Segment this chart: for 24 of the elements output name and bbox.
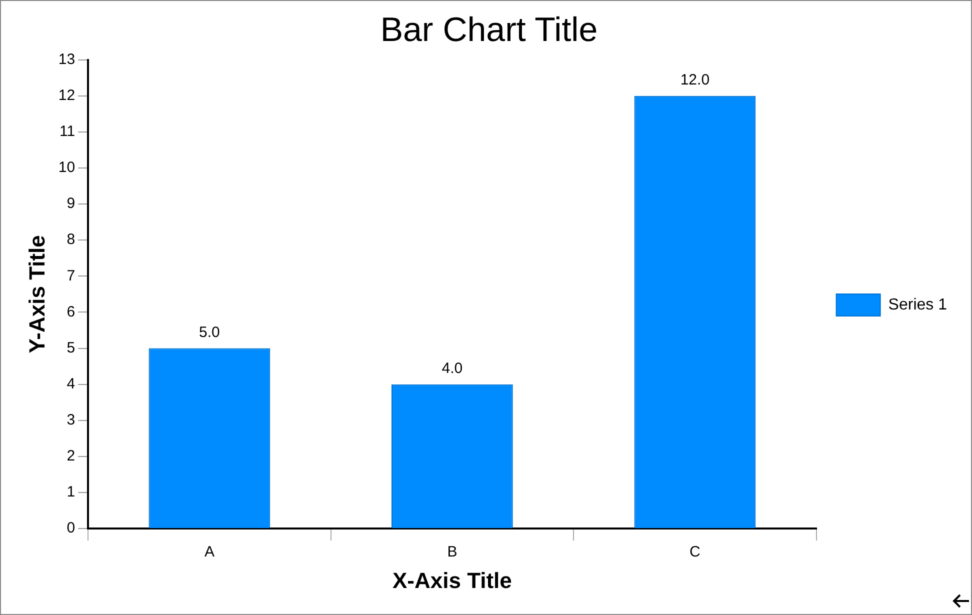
y-tick-label: 9 — [66, 195, 76, 212]
y-tick-label: 11 — [60, 123, 76, 140]
legend-label: Series 1 — [888, 296, 948, 314]
y-tick-label: 0 — [66, 520, 76, 537]
y-tick-label: 1 — [66, 484, 76, 501]
data-label: 12.0 — [680, 72, 710, 88]
data-label: 4.0 — [442, 360, 463, 377]
y-tick-label: 7 — [66, 267, 76, 284]
y-tick-label: 4 — [66, 375, 76, 392]
y-tick-label: 13 — [58, 50, 76, 68]
y-tick-label: 12 — [58, 87, 76, 104]
x-tick-label: C — [690, 544, 701, 561]
chart-title: Bar Chart Title — [380, 10, 598, 49]
y-tick-label: 6 — [66, 303, 76, 320]
y-tick-label: 8 — [66, 231, 76, 248]
y-tick-label: 2 — [66, 448, 76, 465]
data-label: 5.0 — [199, 324, 220, 341]
x-tick-label: A — [204, 544, 214, 561]
x-tick-label: B — [447, 544, 458, 561]
y-tick-label: 3 — [66, 412, 76, 429]
y-axis-title: Y-Axis Title — [24, 235, 50, 354]
y-tick-label: 5 — [66, 339, 76, 356]
y-tick-label: 10 — [58, 159, 76, 176]
x-axis-title: X-Axis Title — [392, 568, 512, 593]
